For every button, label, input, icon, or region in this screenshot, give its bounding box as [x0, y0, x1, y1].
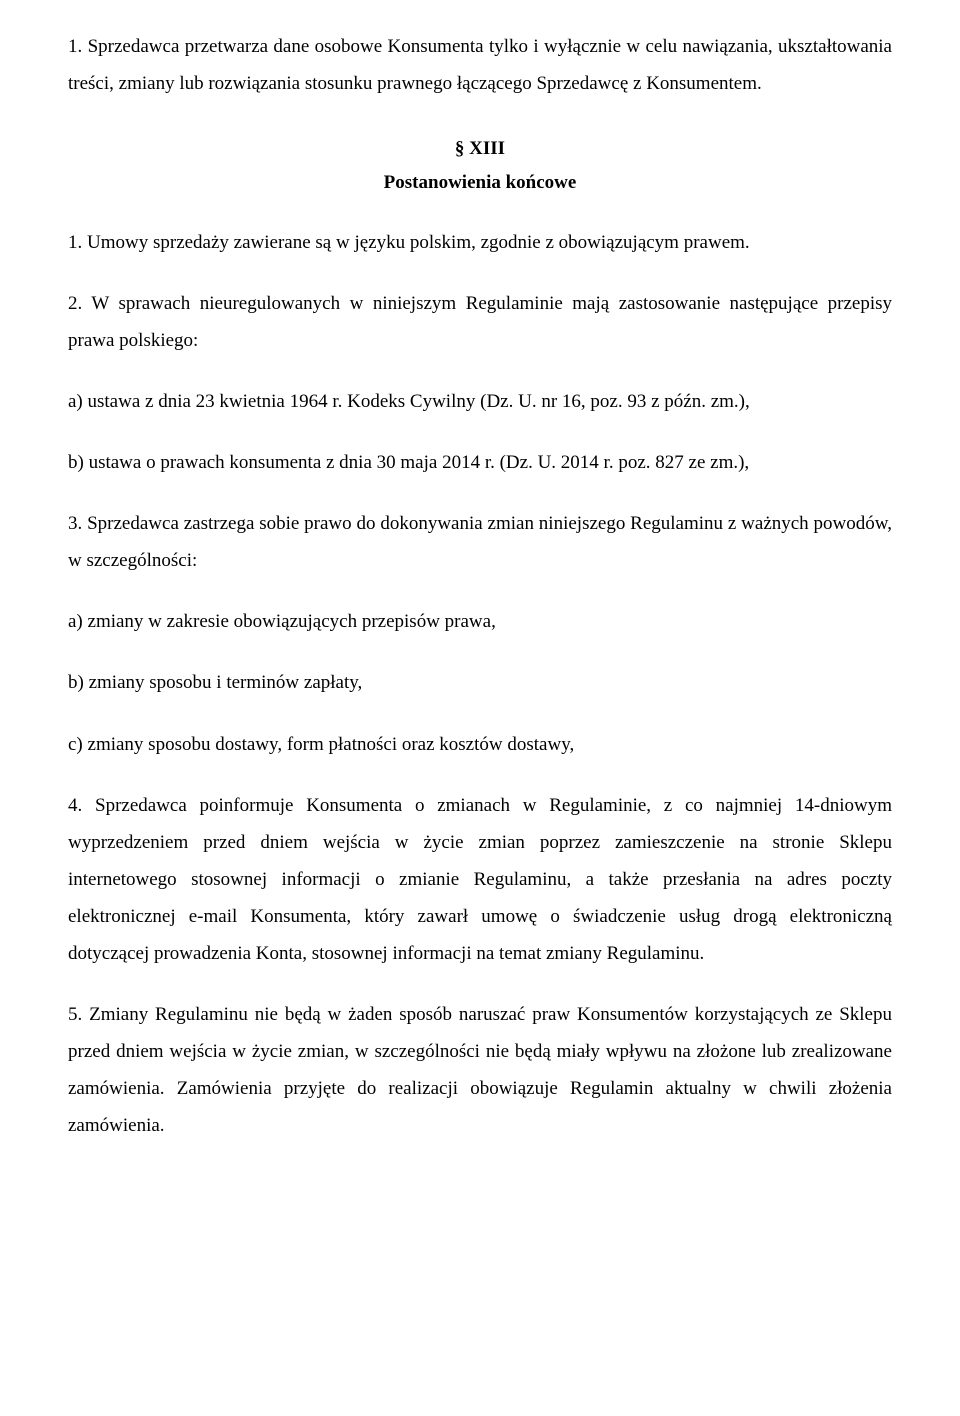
paragraph-2b: b) ustawa o prawach konsumenta z dnia 30…	[68, 444, 892, 481]
section-number: § XIII	[68, 138, 892, 160]
paragraph-4: 4. Sprzedawca poinformuje Konsumenta o z…	[68, 787, 892, 972]
paragraph-1: 1. Umowy sprzedaży zawierane są w języku…	[68, 224, 892, 261]
paragraph-5: 5. Zmiany Regulaminu nie będą w żaden sp…	[68, 996, 892, 1144]
section-title: Postanowienia końcowe	[68, 172, 892, 194]
paragraph-2: 2. W sprawach nieuregulowanych w niniejs…	[68, 285, 892, 359]
paragraph-3b: b) zmiany sposobu i terminów zapłaty,	[68, 664, 892, 701]
paragraph-3c: c) zmiany sposobu dostawy, form płatnośc…	[68, 726, 892, 763]
paragraph-3a: a) zmiany w zakresie obowiązujących prze…	[68, 603, 892, 640]
paragraph-2a: a) ustawa z dnia 23 kwietnia 1964 r. Kod…	[68, 383, 892, 420]
intro-paragraph: 1. Sprzedawca przetwarza dane osobowe Ko…	[68, 28, 892, 102]
paragraph-3: 3. Sprzedawca zastrzega sobie prawo do d…	[68, 505, 892, 579]
